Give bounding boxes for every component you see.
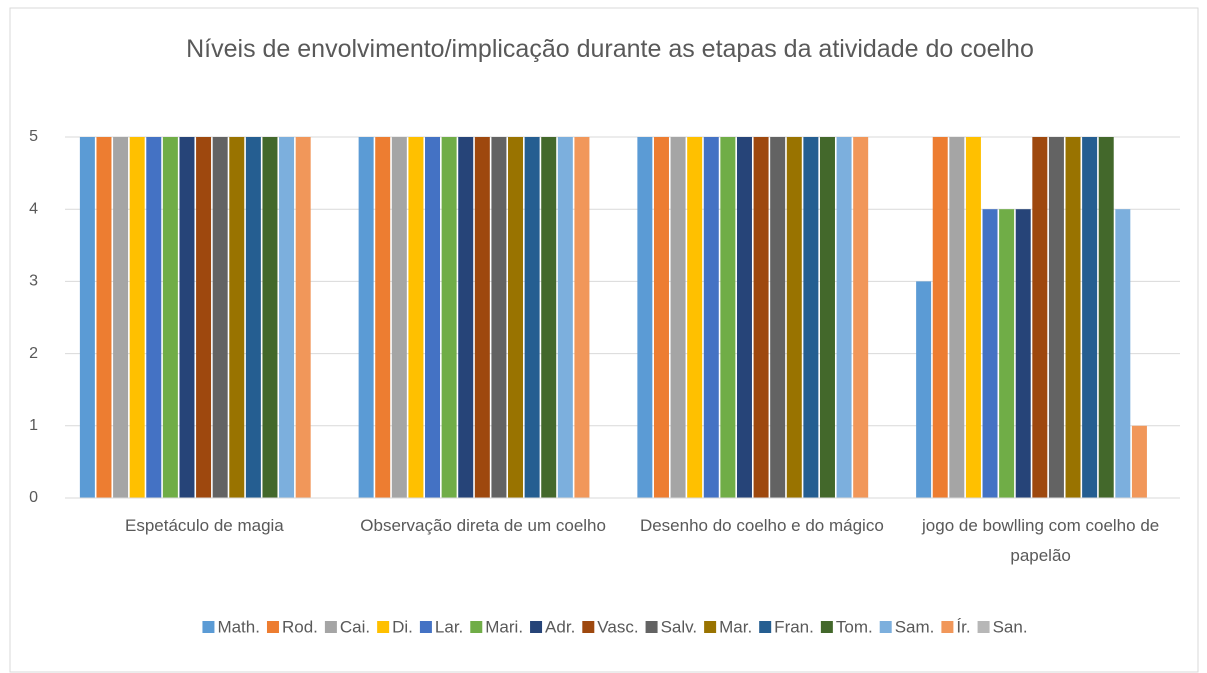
bar xyxy=(574,137,590,498)
bar xyxy=(245,137,261,498)
bar xyxy=(212,137,228,498)
x-tick-label: Desenho do coelho e do mágico xyxy=(640,516,884,535)
bar xyxy=(425,137,441,498)
bar xyxy=(179,137,195,498)
legend-swatch xyxy=(879,621,892,633)
legend-swatch xyxy=(645,621,658,633)
legend-swatch xyxy=(377,621,390,633)
legend-swatch xyxy=(820,621,833,633)
y-tick-label: 3 xyxy=(29,273,38,290)
bar xyxy=(375,137,391,498)
bar xyxy=(949,137,965,498)
legend-label: Ír. xyxy=(956,617,970,636)
bar xyxy=(391,137,407,498)
bar xyxy=(1015,209,1031,498)
y-tick-label: 2 xyxy=(29,345,38,362)
bar xyxy=(753,137,769,498)
legend-label: Mari. xyxy=(485,617,523,636)
legend-label: Fran. xyxy=(774,617,814,636)
legend-swatch xyxy=(704,621,717,633)
bar xyxy=(96,137,112,498)
bar xyxy=(853,137,869,498)
bar xyxy=(1098,137,1114,498)
legend-swatch xyxy=(582,621,595,633)
x-tick-label: Observação direta de um coelho xyxy=(360,516,606,535)
legend-label: Sam. xyxy=(895,617,935,636)
legend-swatch xyxy=(470,621,483,633)
legend-swatch xyxy=(202,621,215,633)
bar xyxy=(262,137,278,498)
bar xyxy=(358,137,374,498)
legend-label: Rod. xyxy=(282,617,318,636)
bar xyxy=(79,137,95,498)
bar xyxy=(458,137,474,498)
bar xyxy=(836,137,852,498)
legend-label: Salv. xyxy=(661,617,698,636)
y-tick-label: 5 xyxy=(29,128,38,145)
legend-label: Math. xyxy=(217,617,260,636)
bar xyxy=(146,137,162,498)
bar xyxy=(491,137,507,498)
bar xyxy=(557,137,573,498)
bar xyxy=(129,137,145,498)
bar xyxy=(999,209,1015,498)
legend-swatch xyxy=(530,621,543,633)
bar xyxy=(703,137,719,498)
bar xyxy=(819,137,835,498)
x-tick-label: jogo de bowlling com coelho de papelão xyxy=(921,516,1159,565)
bar xyxy=(982,209,998,498)
bar xyxy=(965,137,981,498)
bar xyxy=(1131,425,1147,498)
bar xyxy=(541,137,557,498)
bar xyxy=(736,137,752,498)
legend-swatch xyxy=(419,621,432,633)
y-tick-label: 4 xyxy=(29,200,38,217)
legend-swatch xyxy=(759,621,772,633)
bar xyxy=(803,137,819,498)
bar xyxy=(279,137,295,498)
legend-swatch xyxy=(977,621,990,633)
bar xyxy=(1032,137,1048,498)
legend-swatch xyxy=(324,621,337,633)
y-tick-label: 1 xyxy=(29,417,38,434)
bar xyxy=(720,137,736,498)
legend-label: Vasc. xyxy=(597,617,638,636)
y-tick-label: 0 xyxy=(29,489,38,506)
legend-label: Lar. xyxy=(435,617,463,636)
bar xyxy=(162,137,178,498)
bar xyxy=(196,137,212,498)
bar xyxy=(524,137,540,498)
bar xyxy=(670,137,686,498)
bar xyxy=(113,137,129,498)
bar xyxy=(229,137,245,498)
bar xyxy=(637,137,653,498)
legend-label: Cai. xyxy=(340,617,370,636)
bar xyxy=(1115,209,1131,498)
chart-title: Níveis de envolvimento/implicação durant… xyxy=(186,35,1034,63)
bar xyxy=(932,137,948,498)
bar xyxy=(786,137,802,498)
bar xyxy=(653,137,669,498)
bar xyxy=(770,137,786,498)
x-tick-label: Espetáculo de magia xyxy=(125,516,284,535)
bar xyxy=(687,137,703,498)
bar xyxy=(1082,137,1098,498)
bar xyxy=(1048,137,1064,498)
legend-swatch xyxy=(266,621,279,633)
bar xyxy=(508,137,524,498)
legend-label: Tom. xyxy=(836,617,873,636)
legend-label: San. xyxy=(993,617,1028,636)
legend-swatch xyxy=(941,621,954,633)
legend: Math. Rod. Cai. Di. Lar. Mari. Adr. Vasc. Salv. M… xyxy=(202,617,1028,636)
bar xyxy=(474,137,490,498)
legend-label: Mar. xyxy=(719,617,752,636)
bar xyxy=(441,137,457,498)
bar xyxy=(295,137,311,498)
bar xyxy=(408,137,424,498)
bar xyxy=(1065,137,1081,498)
legend-label: Di. xyxy=(392,617,413,636)
bar xyxy=(916,281,932,498)
legend-label: Adr. xyxy=(545,617,575,636)
